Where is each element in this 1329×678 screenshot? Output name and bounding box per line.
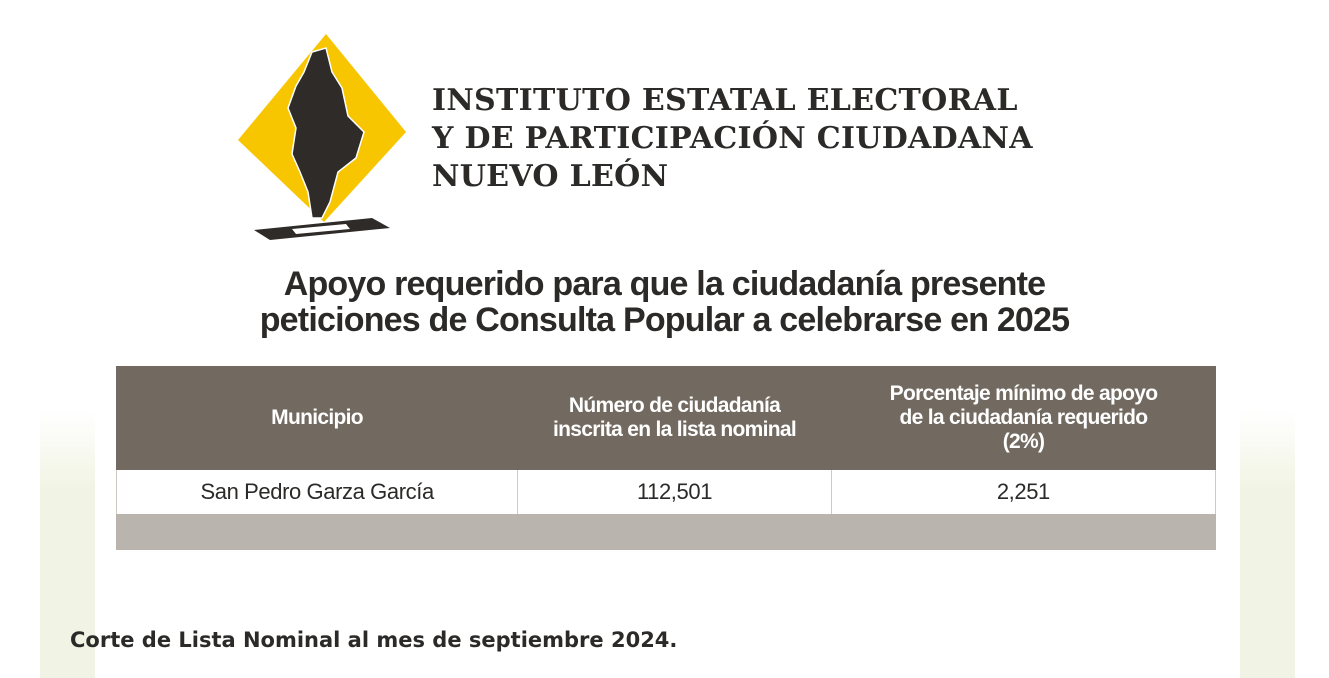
page-title: Apoyo requerido para que la ciudadanía p… <box>0 266 1329 338</box>
institution-line-2: Y DE PARTICIPACIÓN CIUDADANA <box>432 121 1033 156</box>
institution-name: INSTITUTO ESTATAL ELECTORAL Y DE PARTICI… <box>432 82 1033 196</box>
cell-apoyo-requerido: 2,251 <box>996 479 1050 504</box>
column-header-porcentaje: Porcentaje mínimo de apoyo de la ciudada… <box>889 382 1158 453</box>
table-row: San Pedro Garza García 112,501 2,251 <box>116 470 1216 514</box>
table-footer-bar <box>116 514 1216 550</box>
table-header: Municipio Número de ciudadanía inscrita … <box>116 366 1216 470</box>
footnote: Corte de Lista Nominal al mes de septiem… <box>70 628 678 652</box>
title-line-1: Apoyo requerido para que la ciudadanía p… <box>283 265 1046 303</box>
left-background-panel <box>40 410 95 678</box>
institution-line-3: NUEVO LEÓN <box>432 159 669 194</box>
institution-line-1: INSTITUTO ESTATAL ELECTORAL <box>432 83 1018 118</box>
title-line-2: peticiones de Consulta Popular a celebra… <box>259 301 1070 339</box>
ballot-logo-icon <box>238 34 406 240</box>
right-background-panel <box>1240 410 1295 678</box>
cell-municipio: San Pedro Garza García <box>117 470 519 514</box>
column-header-municipio: Municipio <box>271 406 363 429</box>
column-header-lista-nominal: Número de ciudadanía inscrita en la list… <box>553 394 797 441</box>
support-table: Municipio Número de ciudadanía inscrita … <box>116 366 1216 550</box>
cell-lista-nominal: 112,501 <box>518 470 832 514</box>
